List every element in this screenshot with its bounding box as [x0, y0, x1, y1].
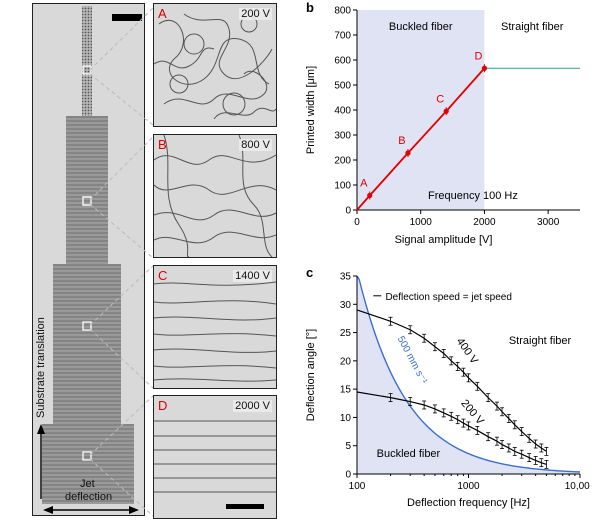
- y-tick-label: 5: [345, 441, 351, 452]
- y-tick-label: 300: [334, 131, 351, 142]
- y-tick-label: 500: [334, 81, 351, 92]
- y-tick-label: 0: [345, 470, 351, 481]
- y-tick-label: 700: [334, 31, 351, 42]
- region-1: [484, 10, 580, 210]
- fiber-gentle-wave-image: [154, 281, 276, 382]
- y-tick-label: 400: [334, 106, 351, 117]
- y-tick-label: 200: [334, 156, 351, 167]
- y-tick-label: 0: [345, 206, 351, 217]
- inset-C-voltage: 1400 V: [233, 270, 272, 282]
- y-tick-label: 15: [340, 385, 352, 396]
- inset-B-voltage: 800 V: [239, 139, 272, 151]
- x-tick-label: 1000: [410, 217, 433, 228]
- inset-C-letter: C: [158, 268, 168, 283]
- panel-b-letter: b: [306, 0, 314, 15]
- y-axis-label: Deflection angle [°]: [305, 329, 317, 421]
- fiber-loops-image: [154, 13, 276, 120]
- region-label-straight: Straight fiber: [501, 21, 564, 33]
- x-tick-label: 3000: [537, 217, 560, 228]
- buckled-fiber-label: Buckled fiber: [377, 448, 441, 460]
- deflection-label: deflection: [65, 491, 113, 503]
- y-tick-label: 20: [340, 356, 352, 367]
- panel-c-letter: c: [306, 265, 313, 280]
- inset-A: A 200 V: [153, 3, 277, 127]
- straight-fiber-label: Straight fiber: [509, 335, 572, 347]
- chart-c: 100 1000 10,000 0 5 10 15 20 25 30 35 Deflection fr…: [305, 265, 590, 509]
- frequency-annotation: Frequency 100 Hz: [428, 190, 518, 202]
- inset-A-letter: A: [158, 6, 167, 21]
- y-tick-label: 600: [334, 56, 351, 67]
- buckled-region: [357, 276, 580, 474]
- y-tick-label: 30: [340, 300, 352, 311]
- fiber-wavy-image: [154, 135, 276, 257]
- y-tick-label: 25: [340, 328, 352, 339]
- inset-B-letter: B: [158, 137, 167, 152]
- inset-D-voltage: 2000 V: [233, 400, 272, 412]
- point-label-C: C: [436, 93, 444, 105]
- inset-B: B 800 V: [153, 134, 277, 258]
- inset-C: C 1400 V: [153, 265, 277, 389]
- x-axis-label: Signal amplitude [V]: [395, 234, 493, 246]
- y-tick-label: 10: [340, 413, 352, 424]
- x-tick-label: 1000: [457, 481, 480, 492]
- x-tick-label: 0: [354, 217, 360, 228]
- top-annotation: Deflection speed = jet speed: [385, 292, 511, 303]
- jet-label: Jet: [80, 478, 95, 490]
- x-tick-label: 100: [349, 481, 366, 492]
- y-tick-label: 35: [340, 272, 352, 283]
- point-label-A: A: [360, 178, 368, 190]
- point-label-D: D: [474, 50, 482, 62]
- substrate-translation-label: Substrate translation: [35, 317, 47, 418]
- region-label-buckled: Buckled fiber: [389, 21, 453, 33]
- y-tick-label: 100: [334, 181, 351, 192]
- y-axis-label: Printed width [μm]: [305, 66, 317, 154]
- inset-D: D 2000 V: [153, 395, 277, 519]
- panel-a-micrograph: Substrate translation Jet deflection: [32, 3, 145, 516]
- x-tick-label: 10,000: [565, 481, 590, 492]
- x-axis-label: Deflection frequency [Hz]: [407, 497, 530, 509]
- y-tick-label: 800: [334, 6, 351, 17]
- x-tick-label: 2000: [473, 217, 496, 228]
- jet-speed-curve: [356, 275, 581, 473]
- inset-A-voltage: 200 V: [239, 8, 272, 20]
- region-0: [357, 10, 485, 210]
- fiber-straight-image: [154, 420, 276, 509]
- inset-D-letter: D: [158, 398, 168, 413]
- printed-fiber-strip: [37, 6, 142, 514]
- point-label-B: B: [398, 135, 405, 147]
